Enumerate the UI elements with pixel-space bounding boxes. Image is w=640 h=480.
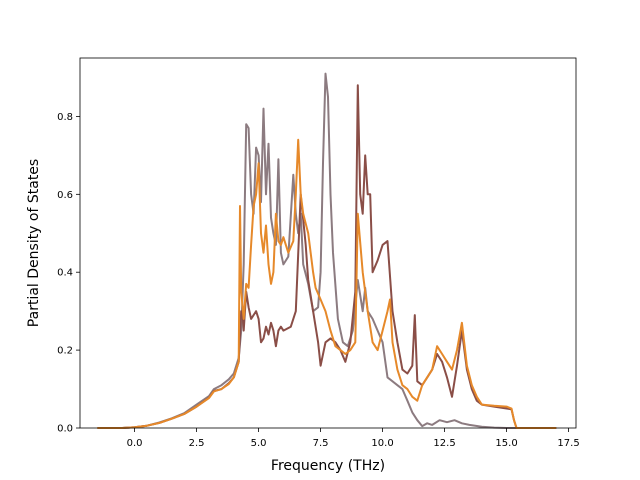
y-tick-label: 0.8	[57, 112, 73, 123]
y-tick-label: 0.2	[57, 346, 73, 357]
x-tick-label: 2.5	[189, 438, 205, 449]
plot-frame	[79, 57, 577, 429]
x-tick-label: 7.5	[313, 438, 329, 449]
series-line-1	[97, 72, 557, 429]
series-lines	[97, 72, 557, 429]
x-tick-label: 17.5	[557, 438, 579, 449]
x-axis-ticks: 0.0 2.5 5.0 7.5 10.0 12.5 15.0 17.5	[127, 428, 580, 449]
series-line-2	[97, 84, 557, 429]
y-tick-label: 0.4	[57, 268, 73, 279]
x-tick-label: 12.5	[433, 438, 455, 449]
y-axis-label: Partial Density of States	[26, 159, 42, 327]
x-tick-label: 0.0	[127, 438, 143, 449]
y-tick-label: 0.0	[57, 424, 73, 435]
y-axis-ticks: 0.0 0.2 0.4 0.6 0.8	[57, 112, 80, 435]
x-tick-label: 15.0	[495, 438, 517, 449]
x-tick-label: 10.0	[371, 438, 393, 449]
series-line-3	[97, 138, 557, 429]
x-axis-label: Frequency (THz)	[271, 458, 385, 474]
x-tick-label: 5.0	[251, 438, 267, 449]
y-tick-label: 0.6	[57, 190, 73, 201]
